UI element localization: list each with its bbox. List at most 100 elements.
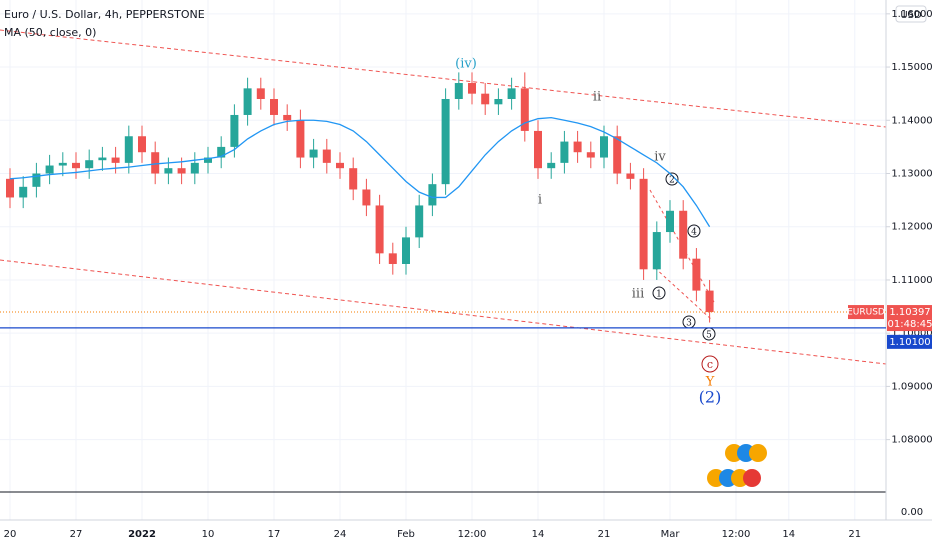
plot-area (0, 0, 886, 520)
candle-body (111, 157, 120, 163)
y-tick-label: 1.16000 (891, 9, 932, 20)
candle-body (547, 162, 556, 169)
wave-label: c (707, 358, 713, 371)
x-tick-label: 21 (848, 529, 861, 540)
wave-label: 3 (686, 319, 692, 329)
price-box (887, 305, 932, 332)
candle-body (72, 162, 80, 169)
candle-body (454, 83, 463, 99)
candle-body (679, 210, 688, 259)
candle-body (98, 157, 107, 161)
candle-body (428, 184, 437, 206)
x-tick-label: 27 (70, 529, 83, 540)
candle-body (270, 98, 278, 115)
y-tick-label: 1.11000 (891, 275, 932, 286)
wave-label: (2) (699, 388, 722, 407)
candle-body (652, 232, 661, 270)
x-tick-label: 20 (4, 529, 17, 540)
price-label: 1.10397 (889, 307, 930, 318)
x-tick-label: 14 (782, 529, 795, 540)
countdown: 01:48:45 (888, 319, 932, 330)
candle-body (613, 136, 622, 174)
candle-body (349, 168, 358, 190)
candle-body (124, 136, 133, 163)
candle-body (494, 98, 503, 105)
wave-label: iv (654, 150, 666, 165)
wave-label: (iv) (455, 57, 477, 72)
wave-label: iii (632, 287, 644, 302)
candle-body (309, 149, 318, 158)
candle-body (243, 88, 252, 115)
candle-body (164, 168, 173, 174)
candle-body (468, 83, 476, 94)
axis-break-label: 0.00 (901, 507, 923, 518)
candle-body (204, 157, 212, 163)
symbol-label: EURUSD (847, 308, 885, 318)
wave-label: 2 (669, 176, 675, 186)
symbol-box (848, 305, 884, 320)
candle-body (151, 152, 160, 174)
y-tick-label: 1.09000 (891, 381, 932, 392)
candle-body (322, 149, 331, 163)
y-tick-label: 1.10000 (891, 328, 932, 339)
candle-body (586, 152, 595, 158)
x-tick-label: 2022 (128, 529, 156, 540)
wave-label: ii (593, 90, 601, 105)
candle-body (256, 88, 265, 99)
candle-body (507, 88, 516, 99)
candle-body (296, 120, 305, 158)
candle-body (85, 160, 94, 169)
candle-body (362, 189, 371, 206)
y-tick-label: 1.15000 (891, 62, 932, 73)
trend-line (0, 29, 887, 128)
x-tick-label: 12:00 (458, 529, 487, 540)
candle-body (32, 173, 41, 187)
candle-body (19, 186, 28, 198)
candle-body (217, 146, 226, 158)
wave-label: Y (705, 375, 715, 390)
y-tick-label: 1.08000 (891, 435, 932, 446)
candle-body (283, 114, 292, 121)
candle-body (666, 210, 674, 233)
x-tick-label: 10 (202, 529, 215, 540)
ma-line (9, 116, 711, 228)
x-tick-label: 12:00 (722, 529, 751, 540)
candle-body (388, 253, 397, 264)
x-tick-label: 17 (268, 529, 281, 540)
y-tick-label: 1.14000 (891, 115, 932, 126)
wave-label: i (538, 193, 542, 208)
candle-body (626, 173, 635, 179)
x-tick-label: 21 (598, 529, 611, 540)
candle-body (639, 178, 648, 270)
candle-body (481, 93, 490, 105)
candle-body (138, 136, 146, 153)
currency-box[interactable] (895, 5, 927, 23)
currency: USD (900, 10, 922, 21)
x-tick-label: 24 (334, 529, 347, 540)
wave-label: 4 (691, 228, 697, 238)
candle-body (692, 258, 701, 291)
candle-body (705, 290, 714, 313)
wave-label: 1 (656, 290, 662, 300)
candle-body (58, 162, 67, 166)
trend-line (654, 267, 713, 321)
candle-body (520, 88, 529, 131)
candle-body (6, 178, 14, 198)
candle-body (45, 165, 54, 174)
candle-body (230, 114, 239, 147)
candle-body (415, 205, 424, 238)
trend-line (0, 259, 887, 365)
candle-body (402, 237, 410, 264)
icons (707, 444, 767, 487)
x-tick-label: 14 (532, 529, 545, 540)
x-tick-label: Mar (661, 529, 681, 540)
level-box (887, 334, 932, 349)
wave-circles (652, 172, 719, 373)
level-label: 1.10100 (889, 337, 930, 348)
wave-label: 5 (706, 331, 712, 341)
candle-body (177, 168, 186, 174)
candle-body (534, 130, 542, 169)
candle-body (375, 205, 384, 254)
y-tick-label: 1.12000 (891, 222, 932, 233)
